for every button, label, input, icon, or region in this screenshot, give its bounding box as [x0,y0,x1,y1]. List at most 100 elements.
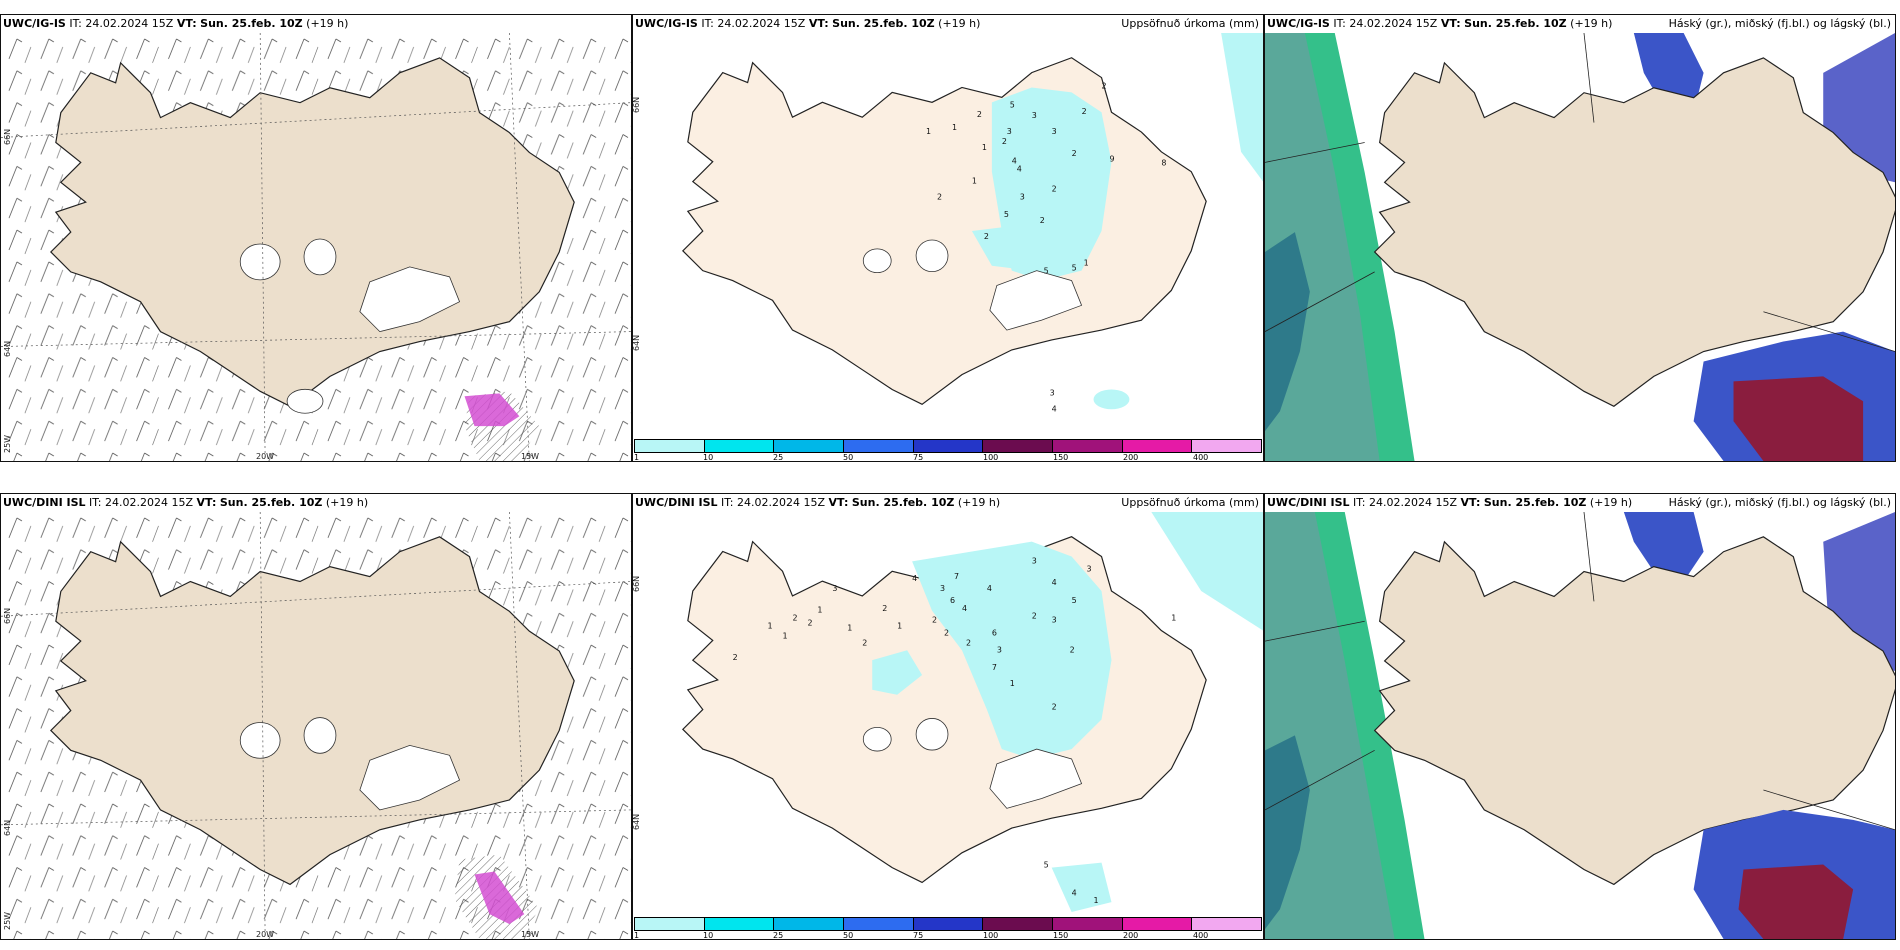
legend-swatch [914,918,984,930]
it-label: IT: [701,17,713,30]
vt-label: VT: [1441,17,1461,30]
precip-value: 1 [972,177,977,186]
legend-swatch [1053,440,1123,452]
precip-value: 3 [1032,556,1037,565]
precip-value: 3 [832,584,837,593]
legend-tick: 1 [634,931,639,940]
precip-value: 3 [997,645,1002,654]
precip-value: 2 [944,629,949,638]
legend-bar [634,917,1262,931]
vt-label: VT: [829,496,849,509]
precip-value: 2 [932,616,937,625]
lon-label-left: 20W [256,930,274,939]
precip-panel-dini: UWC/DINI ISL IT: 24.02.2024 15Z VT: Sun.… [632,493,1264,940]
precip-value: 1 [897,622,902,631]
lat-label-top: 66N [632,97,641,113]
legend-swatch [1053,918,1123,930]
precip-map-svg: 2 1 1 2 2 1 3 1 2 2 1 4 7 3 6 4 2 [633,512,1263,917]
precip-value: 2 [1040,216,1045,225]
cloud-map-svg [1265,33,1895,461]
precip-value: 3 [1052,127,1057,136]
lead-time: (+19 h) [1590,496,1632,509]
lat-label-bottom: 25W [3,435,12,453]
precip-value: 7 [992,663,997,672]
precip-value: 1 [1084,259,1089,268]
wind-map-svg [1,33,631,461]
precip-value: 2 [984,232,989,241]
precip-value: 3 [1052,616,1057,625]
lead-time: (+19 h) [958,496,1000,509]
legend-tick: 75 [913,931,923,940]
legend-swatch [983,440,1053,452]
precip-value: 1 [1171,614,1176,623]
precip-value: 2 [733,653,738,662]
vt-label: VT: [1461,496,1481,509]
precip-value: 2 [1002,137,1007,146]
precip-map: 2 1 1 2 2 1 3 1 2 2 1 4 7 3 6 4 2 [633,512,1263,917]
it-value: 24.02.2024 15Z [717,17,805,30]
model-name: UWC/IG-IS [3,17,66,30]
wind-panel-igis: UWC/IG-IS IT: 24.02.2024 15Z VT: Sun. 25… [0,14,632,462]
precip-value: 5 [1044,267,1049,276]
precip-value: 1 [768,622,773,631]
precip-value: 5 [1072,264,1077,273]
legend-swatch [635,440,705,452]
it-value: 24.02.2024 15Z [85,17,173,30]
precip-value: 2 [1070,645,1075,654]
legend-tick: 100 [983,931,998,940]
lat-label-top: 66N [632,576,641,592]
cloud-map [1265,33,1895,461]
precip-value: 2 [862,638,867,647]
precip-product-title: Uppsöfnuð úrkoma (mm) [1121,17,1259,31]
precip-value: 1 [926,127,931,136]
cloud-map [1265,512,1895,939]
model-name: UWC/DINI ISL [1267,496,1350,509]
forecast-page: UWC/IG-IS IT: 24.02.2024 15Z VT: Sun. 25… [0,0,1900,950]
legend-tick: 200 [1123,453,1138,462]
precip-value: 5 [1044,861,1049,870]
legend-tick: 150 [1053,453,1068,462]
legend-swatch [705,440,775,452]
legend-swatch [1123,440,1193,452]
precip-value: 3 [1050,388,1055,397]
legend-swatch [1123,918,1193,930]
precip-south-offshore [1094,389,1130,409]
it-value: 24.02.2024 15Z [1349,17,1437,30]
precip-value: 4 [1072,888,1077,897]
precip-value: 1 [847,624,852,633]
legend-swatch [983,918,1053,930]
precip-value: 2 [792,614,797,623]
precip-value: 5 [1004,210,1009,219]
precip-value: 3 [1007,127,1012,136]
precip-value: 5 [1010,100,1015,109]
vt-label: VT: [197,496,217,509]
precip-value: 2 [882,604,887,613]
precip-value: 4 [987,584,992,593]
lat-label-bottom: 64N [632,814,641,830]
legend-swatch [914,440,984,452]
wind-panel-dini: UWC/DINI ISL IT: 24.02.2024 15Z VT: Sun.… [0,493,632,940]
vt-value: Sun. 25.feb. 10Z [852,496,955,509]
lon-label-right: 15W [521,452,539,461]
legend-swatch [635,918,705,930]
lat-label-top: 66N [3,129,12,145]
lead-time: (+19 h) [326,496,368,509]
legend-tick: 50 [843,931,853,940]
precip-value: 2 [1072,149,1077,158]
lead-time: (+19 h) [938,17,980,30]
vt-value: Sun. 25.feb. 10Z [200,17,303,30]
precip-value: 9 [1109,155,1114,164]
legend-tick: 10 [703,931,713,940]
legend-tick: 400 [1193,453,1208,462]
precip-map: 1 1 2 1 5 3 3 3 2 2 4 2 2 1 2 4 3 [633,33,1263,439]
precip-legend: 1 10 25 50 75 100 150 200 400 [633,917,1263,939]
lat-label-bottom: 25W [3,912,12,930]
legend-swatch [705,918,775,930]
lat-label-mid: 64N [3,820,12,836]
legend-swatch [1192,440,1261,452]
precip-value: 4 [912,574,917,583]
it-label: IT: [721,496,733,509]
precip-value: 1 [952,123,957,132]
precip-value: 3 [1020,192,1025,201]
legend-tick: 25 [773,931,783,940]
